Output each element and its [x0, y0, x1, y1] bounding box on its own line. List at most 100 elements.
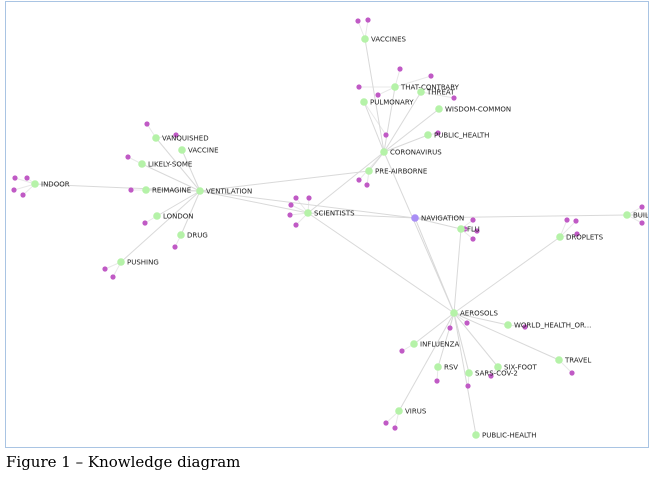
graph-node-pulmonary[interactable]: PULMONARY [360, 98, 414, 107]
graph-node-threat[interactable]: THREAT [417, 88, 455, 97]
node-dot[interactable] [177, 231, 185, 239]
node-dot[interactable] [117, 258, 125, 266]
node-dot[interactable] [555, 356, 563, 364]
node-dot[interactable] [178, 146, 186, 154]
leaf-node[interactable] [470, 236, 476, 242]
leaf-node[interactable] [102, 266, 108, 272]
leaf-node[interactable] [173, 132, 179, 138]
graph-node-vaccine[interactable]: VACCINE [178, 146, 219, 155]
leaf-node[interactable] [464, 320, 470, 326]
node-dot[interactable] [435, 105, 443, 113]
leaf-node[interactable] [383, 420, 389, 426]
graph-node-pre-airborne[interactable]: PRE-AIRBORNE [365, 167, 427, 176]
graph-node-travel[interactable]: TRAVEL [555, 356, 591, 365]
graph-node-pushing[interactable]: PUSHING [117, 258, 159, 267]
leaf-node[interactable] [569, 370, 575, 376]
graph-node-indoor[interactable]: INDOOR [31, 180, 70, 189]
node-dot[interactable] [504, 321, 512, 329]
graph-node-world_health[interactable]: WORLD_HEALTH_OR... [504, 321, 591, 330]
node-dot[interactable] [142, 186, 150, 194]
node-dot[interactable] [623, 211, 631, 219]
graph-node-public_health[interactable]: PUBLIC_HEALTH [424, 131, 489, 140]
graph-node-vanquished[interactable]: VANQUISHED [152, 134, 209, 143]
graph-node-rsv[interactable]: RSV [434, 363, 458, 372]
leaf-node[interactable] [639, 220, 645, 226]
leaf-node[interactable] [293, 222, 299, 228]
leaf-node[interactable] [428, 73, 434, 79]
leaf-node[interactable] [375, 92, 381, 98]
leaf-node[interactable] [172, 244, 178, 250]
graph-node-build[interactable]: BUILD [623, 211, 649, 220]
graph-node-six-foot[interactable]: SIX-FOOT [494, 363, 538, 372]
graph-node-wisdom-common[interactable]: WISDOM-COMMON [435, 105, 511, 114]
leaf-node[interactable] [355, 18, 361, 24]
graph-node-likely-some[interactable]: LIKELY-SOME [138, 160, 192, 169]
graph-node-drug[interactable]: DRUG [177, 231, 208, 240]
leaf-node[interactable] [11, 187, 17, 193]
node-dot[interactable] [411, 214, 419, 222]
leaf-node[interactable] [356, 84, 362, 90]
leaf-node[interactable] [564, 217, 570, 223]
graph-node-coronavirus[interactable]: CORONAVIRUS [380, 148, 442, 157]
graph-node-sars-cov-2[interactable]: SARS-COV-2 [465, 369, 518, 378]
leaf-node[interactable] [522, 324, 528, 330]
node-dot[interactable] [450, 309, 458, 317]
graph-node-public-health[interactable]: PUBLIC-HEALTH [472, 431, 536, 440]
node-dot[interactable] [457, 225, 465, 233]
graph-node-aerosols[interactable]: AEROSOLS [450, 309, 498, 318]
graph-node-london[interactable]: LONDON [153, 212, 194, 221]
node-dot[interactable] [395, 407, 403, 415]
leaf-node[interactable] [447, 325, 453, 331]
leaf-node[interactable] [125, 154, 131, 160]
leaf-node[interactable] [142, 220, 148, 226]
graph-node-navigation[interactable]: NAVIGATION [411, 214, 464, 223]
leaf-node[interactable] [474, 228, 480, 234]
leaf-node[interactable] [24, 175, 30, 181]
node-dot[interactable] [361, 35, 369, 43]
leaf-node[interactable] [356, 177, 362, 183]
leaf-node[interactable] [397, 66, 403, 72]
node-dot[interactable] [138, 160, 146, 168]
leaf-node[interactable] [293, 195, 299, 201]
node-dot[interactable] [360, 98, 368, 106]
node-dot[interactable] [153, 212, 161, 220]
graph-node-droplets[interactable]: DROPLETS [556, 233, 604, 242]
node-dot[interactable] [196, 187, 204, 195]
leaf-node[interactable] [110, 274, 116, 280]
leaf-node[interactable] [470, 217, 476, 223]
node-dot[interactable] [465, 369, 473, 377]
leaf-node[interactable] [128, 187, 134, 193]
leaf-node[interactable] [574, 231, 580, 237]
leaf-node[interactable] [392, 425, 398, 431]
leaf-node[interactable] [306, 195, 312, 201]
graph-node-scientists[interactable]: SCIENTISTS [304, 209, 355, 218]
graph-node-reimagine[interactable]: REIMAGINE [142, 186, 191, 195]
leaf-node[interactable] [435, 130, 441, 136]
node-dot[interactable] [391, 83, 399, 91]
leaf-node[interactable] [288, 202, 294, 208]
node-dot[interactable] [424, 131, 432, 139]
leaf-node[interactable] [488, 373, 494, 379]
leaf-node[interactable] [399, 348, 405, 354]
node-dot[interactable] [31, 180, 39, 188]
node-dot[interactable] [304, 209, 312, 217]
leaf-node[interactable] [639, 204, 645, 210]
leaf-node[interactable] [12, 175, 18, 181]
node-dot[interactable] [472, 431, 480, 439]
leaf-node[interactable] [573, 218, 579, 224]
leaf-node[interactable] [20, 192, 26, 198]
leaf-node[interactable] [287, 212, 293, 218]
node-dot[interactable] [365, 167, 373, 175]
node-dot[interactable] [152, 134, 160, 142]
node-dot[interactable] [494, 363, 502, 371]
graph-node-influenza[interactable]: INFLUENZA [410, 340, 459, 349]
graph-node-virus[interactable]: VIRUS [395, 407, 427, 416]
leaf-node[interactable] [465, 383, 471, 389]
leaf-node[interactable] [434, 378, 440, 384]
node-dot[interactable] [417, 88, 425, 96]
leaf-node[interactable] [144, 121, 150, 127]
graph-node-ventilation[interactable]: VENTILATION [196, 187, 252, 196]
leaf-node[interactable] [364, 182, 370, 188]
node-dot[interactable] [410, 340, 418, 348]
